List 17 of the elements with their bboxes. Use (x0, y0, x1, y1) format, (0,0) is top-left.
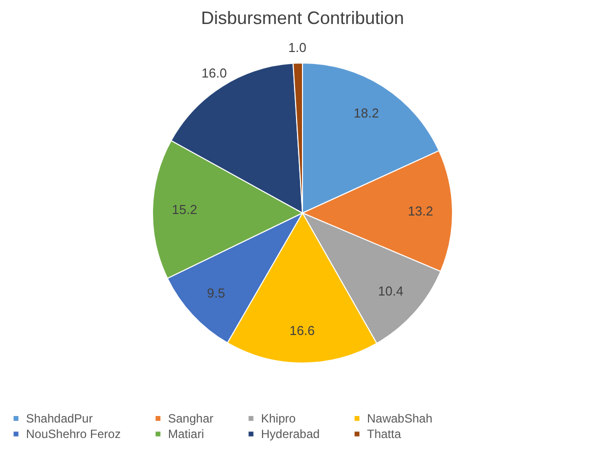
data-label: 13.2 (408, 203, 434, 218)
data-label: 9.5 (207, 285, 226, 300)
data-label: 15.2 (172, 202, 198, 217)
chart-title: Disbursment Contribution (200, 8, 404, 28)
legend-label: ShahdadPur (26, 411, 93, 426)
legend-label: Sanghar (168, 411, 214, 426)
legend-label: Matiari (168, 427, 204, 441)
data-label: 1.0 (288, 40, 306, 56)
data-label: 16.0 (202, 66, 227, 81)
data-label: 10.4 (378, 283, 404, 298)
legend-label: Thatta (367, 427, 402, 441)
legend-label: Hyderabad (261, 427, 320, 441)
legend-label: Khipro (261, 411, 296, 426)
legend-label: NawabShah (367, 411, 432, 426)
legend-label: NouShehro Feroz (26, 427, 121, 441)
data-label: 16.6 (289, 323, 315, 338)
data-label: 18.2 (354, 106, 379, 121)
